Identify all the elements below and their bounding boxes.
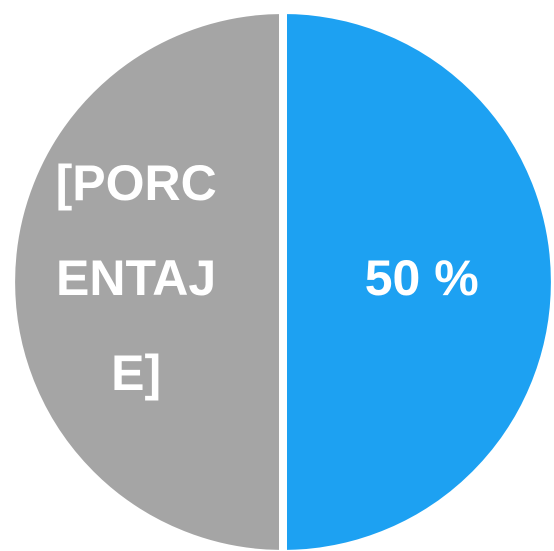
annotation: [PORC ENTAJ E]	[56, 155, 217, 401]
pie-slice	[7, 6, 287, 551]
data-label: 50 %	[365, 250, 479, 306]
pie-slice	[279, 6, 554, 551]
